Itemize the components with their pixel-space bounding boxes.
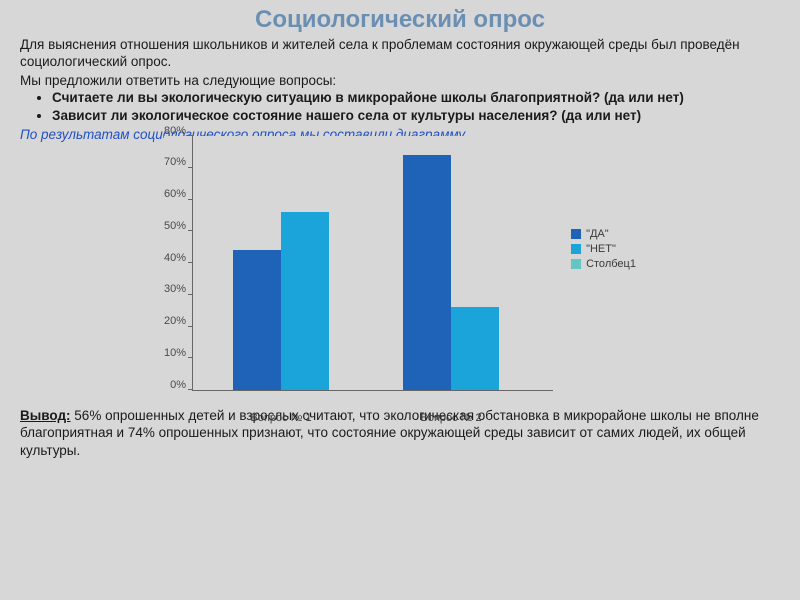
conclusion-text: 56% опрошенных детей и взрослых считают,… (20, 408, 759, 458)
y-tick-mark (188, 294, 193, 295)
y-tick-mark (188, 135, 193, 136)
legend-swatch (571, 229, 581, 239)
legend-label: "НЕТ" (586, 243, 616, 255)
bar-group (403, 155, 499, 390)
bar (451, 307, 499, 390)
y-tick-mark (188, 262, 193, 263)
conclusion: Вывод: 56% опрошенных детей и взрослых с… (20, 407, 780, 460)
legend-item: "НЕТ" (571, 243, 636, 255)
legend-label: "ДА" (586, 228, 609, 240)
y-tick-mark (188, 326, 193, 327)
intro-paragraph-2: Мы предложили ответить на следующие вопр… (20, 73, 780, 88)
bar-group (233, 212, 329, 390)
question-list: Считаете ли вы экологическую ситуацию в … (20, 90, 780, 125)
y-tick-mark (188, 230, 193, 231)
legend-item: "ДА" (571, 228, 636, 240)
legend-swatch (571, 244, 581, 254)
bar (281, 212, 329, 390)
slide: Социологический опрос Для выяснения отно… (0, 0, 800, 483)
bar (403, 155, 451, 390)
bar-chart: 80%70%60%50%40%30%20%10%0% Вопрос № 1Воп… (164, 136, 636, 391)
x-axis-label: Вопрос № 1 (250, 412, 311, 424)
y-tick-mark (188, 389, 193, 390)
chart-container: 80%70%60%50%40%30%20%10%0% Вопрос № 1Воп… (20, 136, 780, 391)
y-tick-mark (188, 199, 193, 200)
legend-label: Столбец1 (586, 258, 636, 270)
question-1: Считаете ли вы экологическую ситуацию в … (52, 90, 780, 107)
question-2: Зависит ли экологическое состояние нашег… (52, 108, 780, 125)
y-tick-mark (188, 167, 193, 168)
x-axis-label: Вопрос № 2 (420, 412, 481, 424)
bar (233, 250, 281, 390)
conclusion-lead: Вывод: (20, 408, 71, 423)
legend: "ДА" "НЕТ" Столбец1 (571, 228, 636, 273)
page-title: Социологический опрос (20, 6, 780, 34)
y-tick-mark (188, 357, 193, 358)
legend-swatch (571, 259, 581, 269)
intro-paragraph-1: Для выяснения отношения школьников и жит… (20, 37, 780, 71)
legend-item: Столбец1 (571, 258, 636, 270)
plot-area: Вопрос № 1Вопрос № 2 (192, 136, 553, 391)
